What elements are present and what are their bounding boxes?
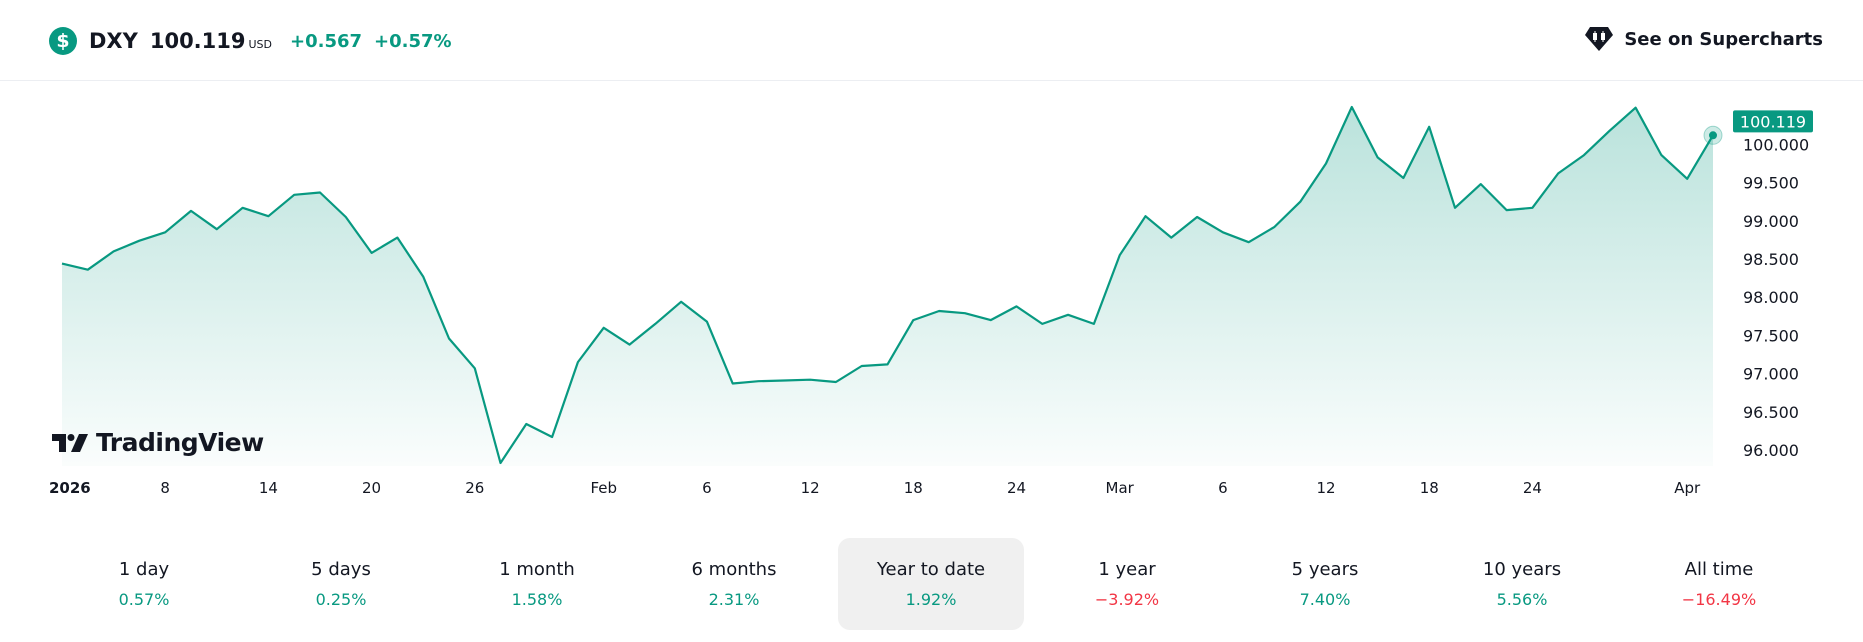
y-tick-label: 99.500 (1743, 174, 1799, 193)
period-button-1-year[interactable]: 1 year −3.92% (1034, 538, 1220, 630)
area-fill (62, 107, 1713, 466)
period-button-1-month[interactable]: 1 month 1.58% (444, 538, 630, 630)
x-tick-label: 6 (1218, 479, 1228, 497)
period-change: 0.57% (118, 590, 170, 609)
period-selector: 1 day 0.57% 5 days 0.25% 1 month 1.58% 6 month… (0, 538, 1863, 630)
period-label: Year to date (876, 559, 986, 580)
x-tick-label: 26 (465, 479, 484, 497)
x-tick-label: 8 (160, 479, 170, 497)
y-tick-label: 96.500 (1743, 403, 1799, 422)
price-line (61, 105, 1714, 465)
period-change: 0.25% (315, 590, 367, 609)
symbol-summary: $ DXY 100.119 USD +0.567 +0.57% (49, 26, 452, 56)
period-button-5-days[interactable]: 5 days 0.25% (248, 538, 434, 630)
period-label: All time (1684, 559, 1754, 580)
supercharts-label: See on Supercharts (1624, 28, 1823, 50)
x-tick-label: 12 (1317, 479, 1336, 497)
x-tick-label: 20 (362, 479, 381, 497)
period-change: 1.92% (905, 590, 957, 609)
period-button-10-years[interactable]: 10 years 5.56% (1429, 538, 1615, 630)
period-button-5-years[interactable]: 5 years 7.40% (1232, 538, 1418, 630)
last-price-tag (1733, 110, 1813, 133)
dollar-icon: $ (49, 27, 77, 55)
x-tick-label: 2026 (49, 479, 91, 497)
currency: USD (248, 38, 273, 51)
period-label: 6 months (691, 559, 777, 580)
x-tick-label: 12 (801, 479, 820, 497)
x-tick-label: 14 (259, 479, 278, 497)
period-change: −3.92% (1094, 590, 1160, 609)
period-label: 1 year (1098, 559, 1156, 580)
x-tick-label: 6 (702, 479, 712, 497)
period-change: 5.56% (1496, 590, 1548, 609)
y-tick-label: 96.000 (1743, 441, 1799, 460)
x-tick-label: 24 (1007, 479, 1026, 497)
tradingview-logo-icon (52, 433, 88, 452)
y-tick-label: 99.000 (1743, 212, 1799, 231)
y-tick-label: 97.000 (1743, 365, 1799, 384)
period-button-1-day[interactable]: 1 day 0.57% (51, 538, 237, 630)
y-tick-label: 100.000 (1743, 135, 1809, 154)
period-change: 2.31% (708, 590, 760, 609)
y-tick-label: 97.500 (1743, 326, 1799, 345)
change-percent: +0.57% (374, 30, 452, 52)
price-chart[interactable]: 96.000 96.500 97.000 97.500 98.000 98.500 99.0… (0, 81, 1863, 521)
x-tick-label: Feb (590, 479, 617, 497)
period-label: 1 month (499, 559, 575, 580)
period-button-6-months[interactable]: 6 months 2.31% (641, 538, 827, 630)
x-tick-label: 18 (904, 479, 923, 497)
x-tick-label: 18 (1420, 479, 1439, 497)
period-change: −16.49% (1681, 590, 1757, 609)
period-button-year-to-date[interactable]: Year to date 1.92% (838, 538, 1024, 630)
x-tick-label: Apr (1674, 479, 1701, 497)
see-on-supercharts-link[interactable]: See on Supercharts (1584, 24, 1823, 54)
supercharts-icon (1585, 27, 1614, 51)
x-tick-label: Mar (1106, 479, 1135, 497)
last-price-label: 100.119 (1740, 112, 1806, 131)
last-point (1709, 131, 1717, 140)
change: +0.567 (290, 30, 363, 52)
period-change: 7.40% (1299, 590, 1351, 609)
period-label: 10 years (1482, 559, 1562, 580)
x-tick-label: 24 (1523, 479, 1542, 497)
header: $ DXY 100.119 USD +0.567 +0.57% See on S… (0, 0, 1863, 81)
period-label: 5 years (1291, 559, 1359, 580)
symbol: DXY (89, 29, 138, 53)
y-tick-label: 98.500 (1743, 250, 1799, 269)
y-tick-label: 98.000 (1743, 288, 1799, 307)
period-change: 1.58% (511, 590, 563, 609)
period-label: 5 days (311, 559, 371, 580)
price: 100.119 (149, 29, 246, 53)
tradingview-logo-text: TradingView (96, 428, 264, 457)
period-button-all-time[interactable]: All time −16.49% (1626, 538, 1812, 630)
period-label: 1 day (118, 559, 170, 580)
tradingview-logo: TradingView (52, 428, 264, 457)
